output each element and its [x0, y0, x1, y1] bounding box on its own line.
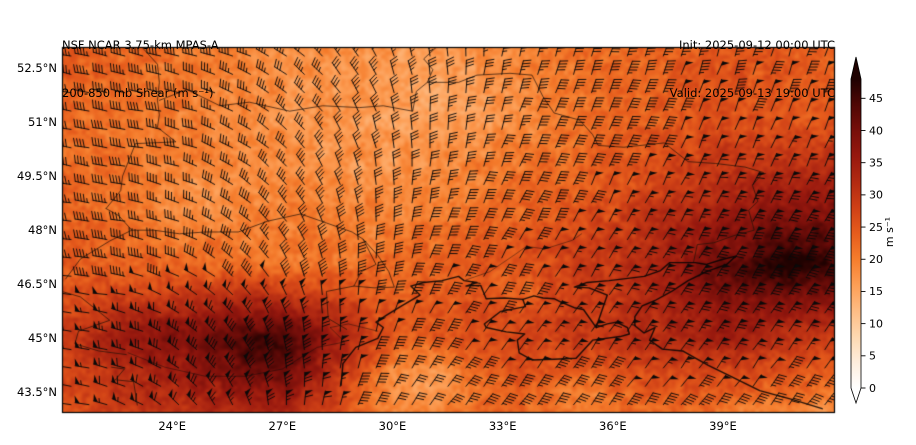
colorbar-tick-label: 40 [869, 124, 883, 137]
colorbar-tick-label: 25 [869, 221, 883, 234]
colorbar-tick-label: 35 [869, 156, 883, 169]
model-name: NSF NCAR 3.75-km MPAS-A [62, 38, 219, 52]
lat-axis-labels: 52.5°N 51°N 49.5°N 48°N 46.5°N 45°N 43.5°N [0, 0, 57, 445]
run-info: Init: 2025-09-12 00:00 UTC Valid: 2025-0… [670, 5, 835, 133]
valid-time: Valid: 2025-09-13 19:00 UTC [669, 86, 835, 100]
colorbar-bar [850, 56, 862, 405]
colorbar-tick-label: 15 [869, 285, 883, 298]
lon-tick-label: 27°E [268, 419, 297, 433]
init-time: Init: 2025-09-12 00:00 UTC [679, 38, 835, 52]
colorbar-ticks: 0 5 10 15 20 25 30 35 40 45 [861, 92, 883, 395]
colorbar-tick-label: 20 [869, 253, 883, 266]
lat-tick-label: 46.5°N [17, 277, 57, 292]
lon-tick-label: 33°E [488, 419, 517, 433]
lon-tick-label: 30°E [378, 419, 407, 433]
colorbar-tick-label: 5 [869, 350, 876, 363]
lat-tick-label: 43.5°N [17, 385, 57, 400]
lat-tick-label: 49.5°N [17, 169, 57, 184]
colorbar-tick-label: 45 [869, 92, 883, 105]
colorbar: 0 5 10 15 20 25 30 35 40 45 m s⁻¹ [850, 56, 896, 405]
colorbar-tick-label: 0 [869, 382, 876, 395]
lon-tick-label: 36°E [599, 419, 627, 433]
colorbar-tick-label: 30 [869, 189, 883, 202]
lon-tick-label: 39°E [709, 419, 737, 433]
lon-axis-labels: 24°E 27°E 30°E 33°E 36°E 39°E [0, 419, 916, 435]
lat-tick-label: 51°N [28, 115, 57, 129]
lon-tick-label: 24°E [158, 419, 186, 433]
lat-tick-label: 52.5°N [17, 60, 57, 75]
colorbar-unit-label: m s⁻¹ [883, 217, 896, 247]
colorbar-tick-label: 10 [869, 317, 883, 330]
lat-tick-label: 45°N [28, 331, 57, 346]
plot-title: NSF NCAR 3.75-km MPAS-A 200-850 mb Shear… [62, 5, 219, 133]
lat-tick-label: 48°N [28, 223, 57, 238]
variable-name: 200-850 mb Shear (m s⁻¹) [62, 86, 214, 100]
